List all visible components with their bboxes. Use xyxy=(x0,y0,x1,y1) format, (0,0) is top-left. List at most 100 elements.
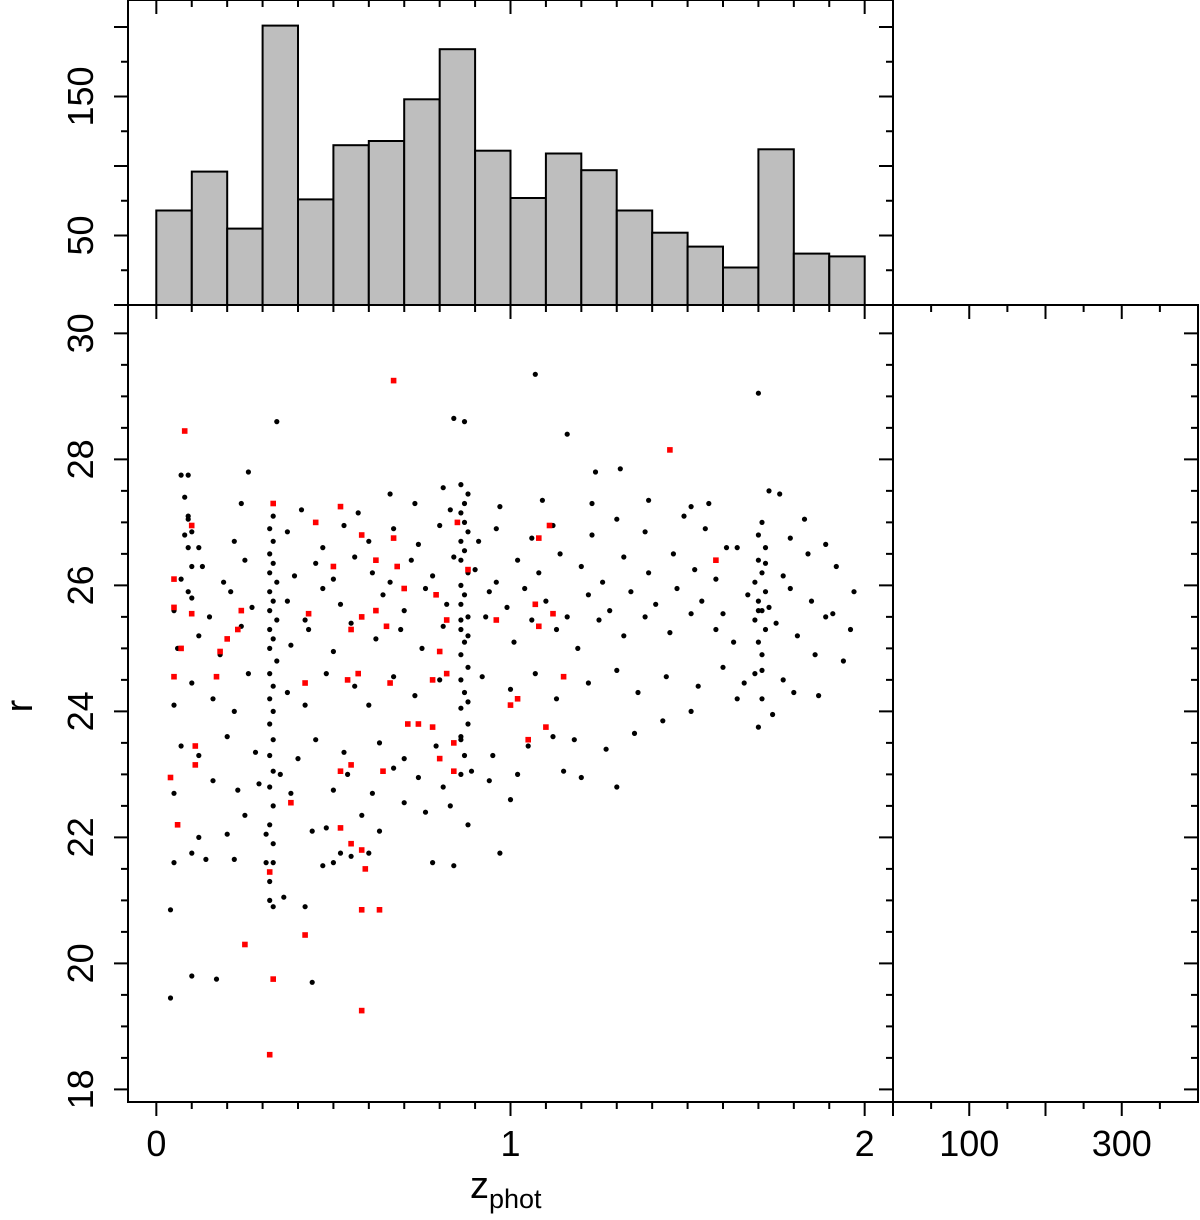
scatter-point-black xyxy=(369,790,375,796)
scatter-point-black xyxy=(571,737,577,743)
scatter-point-black xyxy=(206,614,213,620)
top-histogram-bar xyxy=(722,266,760,306)
top-histogram-bar xyxy=(580,169,618,306)
scatter-point-red xyxy=(536,623,542,630)
scatter-point-black xyxy=(631,730,638,737)
scatter-point-black xyxy=(419,645,425,652)
scatter-point-black xyxy=(674,585,680,592)
scatter-point-black xyxy=(458,482,464,488)
scatter-point-black xyxy=(745,592,751,598)
scatter-point-black xyxy=(288,790,294,796)
scatter-point-black xyxy=(430,573,436,579)
scatter-point-black xyxy=(415,541,421,548)
scatter-point-black xyxy=(695,683,701,689)
scatter-point-black xyxy=(646,570,652,576)
scatter-point-black xyxy=(461,500,468,507)
scatter-point-black xyxy=(461,689,468,696)
scatter-point-black xyxy=(373,636,379,642)
scatter-point-black xyxy=(823,614,829,620)
scatter-point-red xyxy=(242,941,248,948)
scatter-point-black xyxy=(323,671,329,677)
scatter-point-black xyxy=(302,904,308,910)
scatter-point-black xyxy=(507,797,514,803)
scatter-point-black xyxy=(238,500,244,507)
scatter-point-red xyxy=(302,932,308,938)
scatter-point-red xyxy=(238,607,245,614)
scatter-point-red xyxy=(433,592,439,598)
scatter-point-black xyxy=(277,771,283,778)
scatter-point-black xyxy=(787,535,793,541)
scatter-point-black xyxy=(759,652,765,658)
scatter-point-black xyxy=(270,598,276,604)
scatter-point-black xyxy=(585,680,592,686)
scatter-point-black xyxy=(497,504,503,510)
scatter-point-black xyxy=(663,674,669,680)
scatter-point-black xyxy=(461,639,468,645)
scatter-point-black xyxy=(267,784,273,790)
scatter-point-red xyxy=(302,680,308,686)
scatter-point-black xyxy=(670,551,677,557)
scatter-point-black xyxy=(458,617,464,623)
scatter-point-black xyxy=(348,853,354,859)
scatter-point-black xyxy=(185,589,191,595)
scatter-point-red xyxy=(171,673,177,680)
scatter-point-black xyxy=(713,576,719,582)
scatter-point-black xyxy=(196,834,202,841)
scatter-point-red xyxy=(358,614,365,620)
scatter-point-black xyxy=(830,611,836,617)
scatter-point-black xyxy=(267,608,273,614)
top-histogram-bar xyxy=(438,48,477,307)
scatter-point-red xyxy=(348,626,354,633)
top-histogram-bar xyxy=(367,140,406,306)
scatter-point-black xyxy=(412,693,418,699)
scatter-point-black xyxy=(603,746,609,752)
scatter-point-red xyxy=(543,724,549,730)
scatter-point-red xyxy=(235,626,241,633)
scatter-point-black xyxy=(355,510,361,516)
scatter-point-black xyxy=(536,570,542,576)
scatter-point-black xyxy=(263,831,269,837)
scatter-point-black xyxy=(270,560,276,566)
scatter-point-red xyxy=(305,610,312,617)
scatter-point-black xyxy=(557,551,563,557)
scatter-point-black xyxy=(270,708,276,715)
scatter-point-red xyxy=(401,585,407,592)
scatter-point-black xyxy=(341,749,347,755)
scatter-point-black xyxy=(274,579,280,585)
scatter-point-black xyxy=(515,771,521,778)
scatter-point-black xyxy=(578,563,584,570)
scatter-point-black xyxy=(210,696,216,702)
y-tick-label: 22 xyxy=(60,817,101,857)
scatter-point-black xyxy=(770,711,776,718)
scatter-point-black xyxy=(267,878,273,885)
scatter-point-black xyxy=(458,626,464,633)
right-x-tick-label: 300 xyxy=(1092,1123,1152,1164)
scatter-point-black xyxy=(167,995,174,1001)
scatter-point-red xyxy=(181,428,188,434)
scatter-point-black xyxy=(313,560,319,566)
x-axis-label: zphot xyxy=(470,1165,542,1214)
scatter-point-red xyxy=(387,680,393,686)
scatter-point-black xyxy=(440,784,446,790)
scatter-point-black xyxy=(600,579,606,585)
scatter-point-black xyxy=(401,800,407,806)
x-axis-label-main: z xyxy=(470,1165,489,1207)
scatter-point-black xyxy=(529,617,535,623)
scatter-point-red xyxy=(436,755,443,762)
top-histogram-bar xyxy=(651,231,689,306)
scatter-point-black xyxy=(270,904,276,910)
scatter-point-black xyxy=(773,620,779,626)
scatter-point-black xyxy=(189,973,195,979)
scatter-point-red xyxy=(344,677,351,683)
scatter-point-black xyxy=(596,617,602,623)
top-histogram-bar xyxy=(332,144,370,306)
scatter-point-black xyxy=(298,507,305,513)
scatter-panel: 0 1 2 18 20 22 24 26 28 30 zphot r xyxy=(0,304,894,1214)
scatter-point-black xyxy=(242,557,248,563)
scatter-point-black xyxy=(189,529,195,535)
scatter-point-red xyxy=(355,670,361,677)
scatter-point-black xyxy=(274,617,280,623)
scatter-point-black xyxy=(507,686,514,692)
scatter-point-red xyxy=(514,696,521,702)
y-tick-label: 20 xyxy=(60,943,101,983)
